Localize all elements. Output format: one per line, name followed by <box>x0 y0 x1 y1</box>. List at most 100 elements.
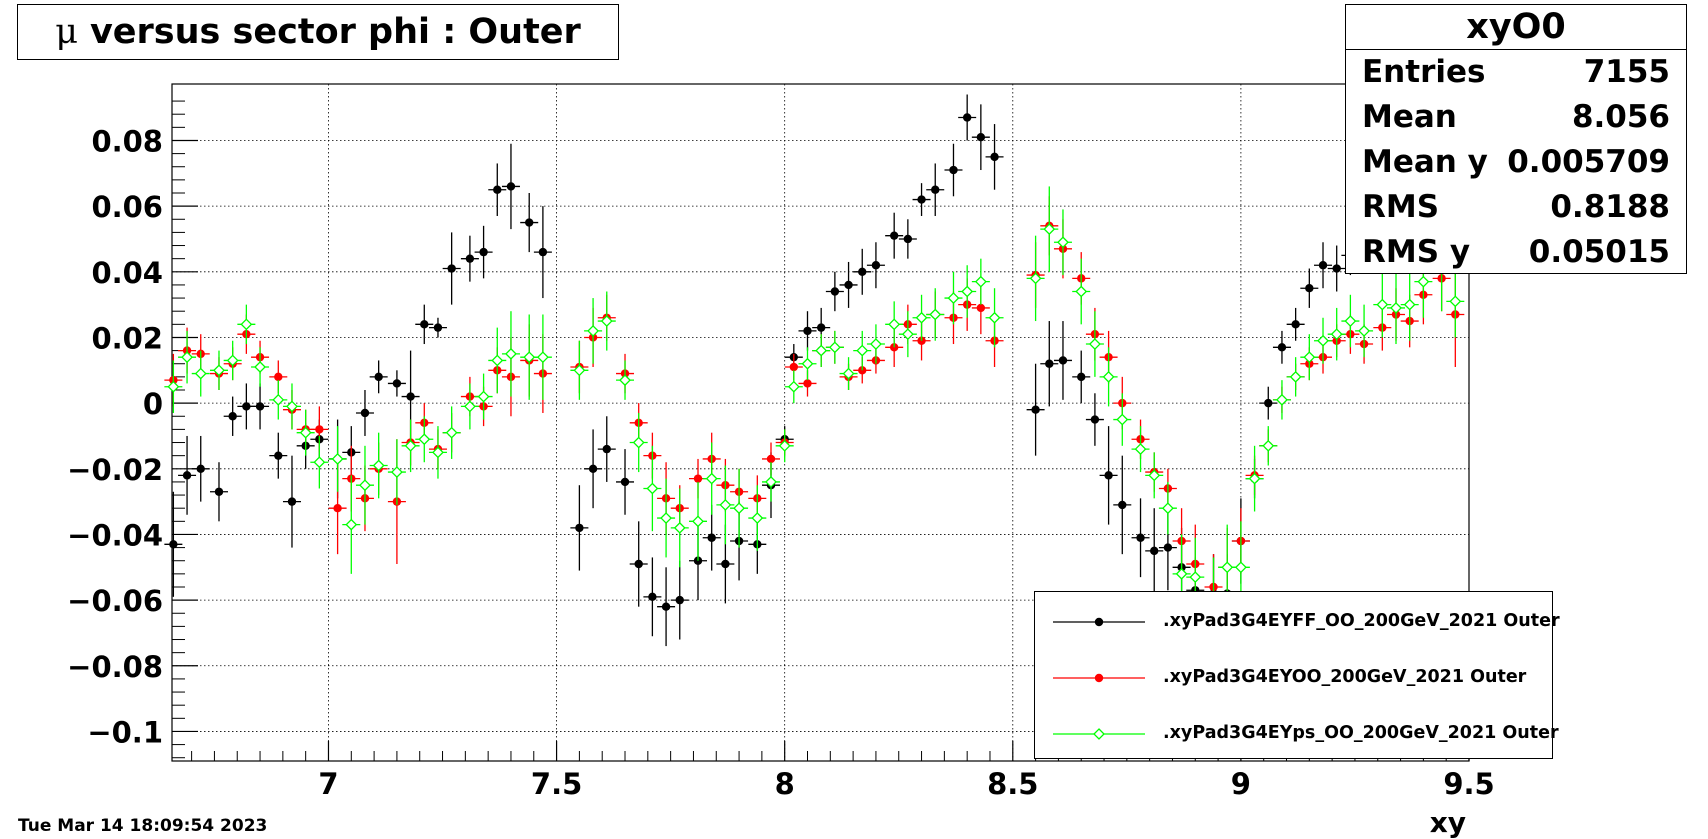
legend-label: .xyPad3G4EYFF_OO_200GeV_2021 Outer <box>1163 611 1560 631</box>
timestamp: Tue Mar 14 18:09:54 2023 <box>18 816 268 836</box>
y-axis-ticks: −0.1 −0.08 −0.06 −0.04 −0.02 0 0.02 0.04 0.06 0.0… <box>67 100 198 759</box>
data-point <box>331 453 344 465</box>
data-point <box>751 512 764 524</box>
data-point <box>1305 284 1314 293</box>
stats-label: Mean y <box>1362 144 1488 180</box>
data-point <box>632 436 645 449</box>
data-point <box>844 280 853 290</box>
data-point <box>842 367 855 380</box>
data-point <box>213 364 225 377</box>
data-point <box>1403 298 1416 311</box>
data-point <box>1031 405 1040 414</box>
data-point <box>719 498 732 511</box>
data-point <box>447 264 456 273</box>
data-point <box>360 408 370 418</box>
x-tick-label: 7.5 <box>531 767 582 801</box>
y-tick-label: −0.02 <box>67 453 163 487</box>
legend-label: .xyPad3G4EYOO_200GeV_2021 Outer <box>1163 667 1527 687</box>
data-point <box>505 347 517 360</box>
data-point <box>1277 343 1287 352</box>
data-point <box>538 247 548 257</box>
data-point <box>404 439 417 452</box>
data-point <box>214 487 224 496</box>
data-point <box>1221 561 1234 574</box>
data-point <box>1291 320 1300 329</box>
x-axis-label: xy <box>1429 806 1466 839</box>
x-axis-ticks: 7 7.5 8 8.5 9 9.5 <box>191 741 1495 801</box>
data-point <box>274 451 283 460</box>
data-point <box>661 602 671 611</box>
data-point <box>587 324 599 337</box>
x-tick-label: 7 <box>318 767 338 801</box>
data-point <box>169 540 178 549</box>
data-point <box>1376 298 1389 311</box>
data-point <box>1043 223 1056 236</box>
data-point <box>1163 543 1173 552</box>
data-point <box>828 341 841 354</box>
chart-title-text: versus sector phi : Outer <box>89 12 581 52</box>
data-point <box>858 267 867 277</box>
data-point <box>313 456 326 469</box>
legend-item-ff: .xyPad3G4EYFF_OO_200GeV_2021 Outer <box>1035 607 1560 637</box>
data-point <box>1090 415 1100 424</box>
y-tick-label: −0.08 <box>67 650 163 684</box>
data-point <box>765 476 777 488</box>
data-point <box>1136 533 1145 542</box>
data-point <box>962 113 972 122</box>
data-point <box>1104 471 1113 480</box>
legend-marker-black-circle-icon <box>1053 617 1145 627</box>
data-point <box>903 234 913 244</box>
legend-marker-green-diamond-icon <box>1053 728 1145 740</box>
x-tick-label: 9.5 <box>1443 767 1494 801</box>
data-point <box>1234 561 1247 574</box>
data-point <box>286 400 298 413</box>
data-point <box>646 482 659 495</box>
data-point <box>392 379 402 388</box>
data-point <box>830 287 840 296</box>
data-point <box>255 402 265 411</box>
data-point <box>803 379 812 388</box>
data-point <box>1161 502 1174 515</box>
data-point <box>359 479 371 492</box>
stats-label: RMS <box>1362 189 1440 225</box>
data-point <box>901 328 914 341</box>
data-point <box>705 472 718 485</box>
data-point <box>733 502 745 515</box>
data-point <box>1289 370 1302 383</box>
data-point <box>575 523 584 533</box>
x-tick-label: 8.5 <box>987 767 1038 801</box>
stats-row-mean-y: Mean y 0.005709 <box>1346 140 1686 185</box>
data-point <box>974 275 987 288</box>
data-point <box>406 392 415 401</box>
data-point <box>660 512 672 524</box>
data-point <box>931 185 940 194</box>
data-point <box>1262 439 1275 452</box>
data-point <box>1029 272 1042 285</box>
data-point <box>333 503 342 513</box>
data-point <box>1102 370 1115 383</box>
legend-item-oo: .xyPad3G4EYOO_200GeV_2021 Outer <box>1035 663 1552 693</box>
data-point <box>1358 324 1370 337</box>
data-point <box>506 182 516 191</box>
data-point <box>815 344 828 357</box>
data-point <box>707 533 716 542</box>
data-point <box>491 354 504 367</box>
stats-value: 0.8188 <box>1550 189 1670 225</box>
x-tick-label: 8 <box>775 767 795 801</box>
data-point <box>1088 338 1101 350</box>
data-point <box>1175 567 1188 580</box>
data-point <box>917 195 926 204</box>
data-point <box>1303 351 1316 364</box>
data-point <box>274 372 283 382</box>
stats-value: 0.05015 <box>1528 234 1670 270</box>
data-point <box>673 521 686 534</box>
legend: .xyPad3G4EYFF_OO_200GeV_2021 Outer .xyPa… <box>1034 591 1560 759</box>
data-point <box>226 354 239 367</box>
legend-label: .xyPad3G4EYps_OO_200GeV_2021 Outer <box>1163 723 1559 743</box>
data-point <box>1344 315 1357 327</box>
data-point <box>525 218 534 227</box>
stats-value: 8.056 <box>1571 99 1670 135</box>
data-point <box>1057 236 1069 249</box>
data-point <box>432 446 444 459</box>
